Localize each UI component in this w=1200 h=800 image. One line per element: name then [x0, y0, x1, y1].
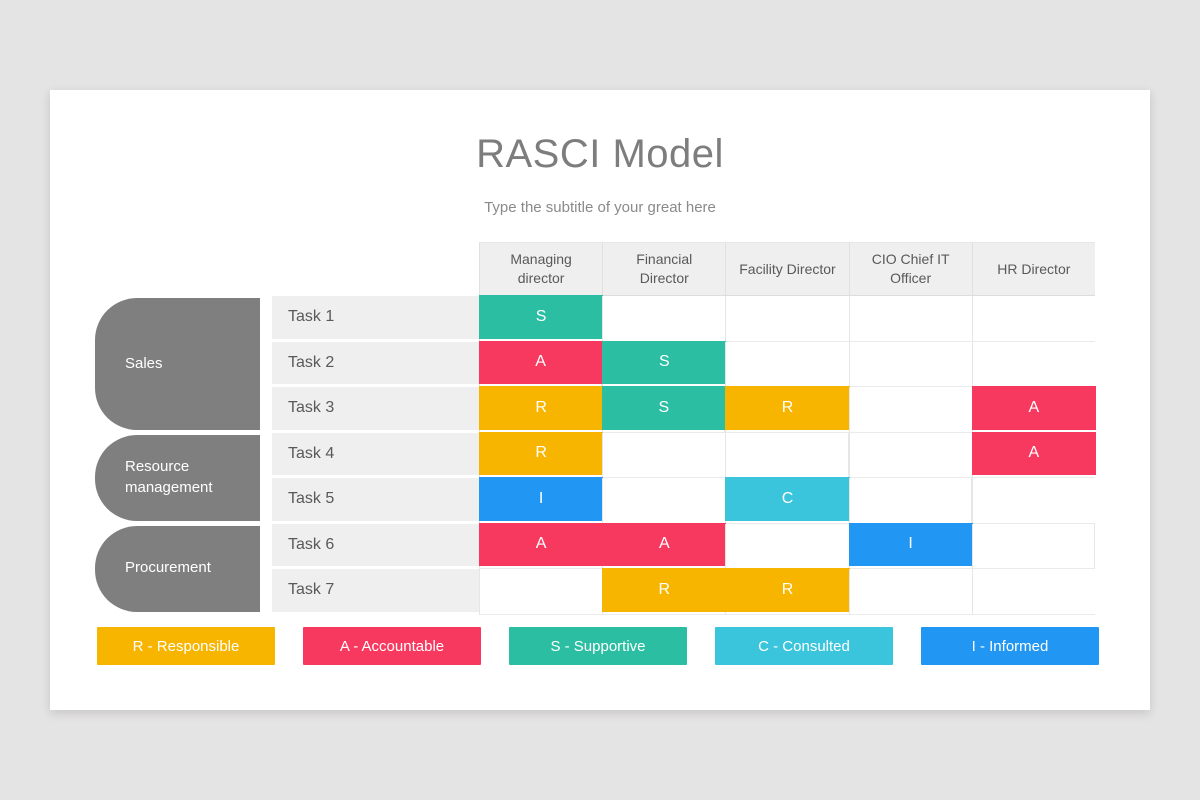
matrix-cell-r7-c1: [479, 569, 603, 615]
matrix-cell-r4-c3: [725, 432, 849, 478]
rasci-block-S: S: [479, 295, 604, 339]
group-column: Sales Resource management Procurement: [95, 296, 260, 615]
slide-canvas: RASCI Model Type the subtitle of your gr…: [50, 90, 1150, 710]
matrix-cell-r7-c4: [848, 569, 972, 615]
legend: R - Responsible A - Accountable S - Suppor…: [97, 627, 1099, 665]
rasci-block-C: C: [725, 477, 850, 521]
matrix-cell-r6-c2: A: [602, 522, 727, 569]
legend-item-I: I - Informed: [921, 627, 1099, 665]
matrix-cell-r3-c3: R: [725, 386, 850, 433]
column-header-1: Managing director: [479, 242, 603, 296]
rasci-block-A: A: [971, 431, 1096, 475]
column-header-3: Facility Director: [725, 242, 849, 296]
column-header-2: Financial Director: [602, 242, 726, 296]
page-title: RASCI Model: [476, 132, 724, 176]
matrix-cell-r3-c5: A: [971, 386, 1096, 433]
task-label-5: Task 5: [272, 478, 479, 524]
page-subtitle: Type the subtitle of your great here: [484, 199, 716, 216]
rasci-block-R: R: [725, 568, 850, 612]
matrix-cell-r5-c3: C: [725, 477, 850, 524]
matrix-cell-r4-c4: [848, 432, 972, 478]
matrix-cell-r5-c2: [602, 478, 726, 524]
rasci-block-A: A: [971, 386, 1096, 430]
matrix-cell-r1-c5: [971, 296, 1095, 342]
rasci-block-A: A: [479, 522, 604, 566]
group-label-procurement: Procurement: [95, 525, 260, 612]
task-label-1: Task 1: [272, 296, 479, 342]
legend-item-C: C - Consulted: [715, 627, 893, 665]
task-label-2: Task 2: [272, 341, 479, 387]
matrix-cell-r2-c1: A: [479, 340, 603, 387]
rasci-block-I: I: [848, 522, 973, 566]
column-header-5: HR Director: [971, 242, 1095, 296]
task-label-6: Task 6: [272, 523, 479, 569]
rasci-block-R: R: [479, 386, 604, 430]
rasci-block-S: S: [602, 340, 727, 384]
rasci-block-R: R: [725, 386, 850, 430]
rasci-block-A: A: [479, 340, 603, 384]
matrix-cell-r1-c3: [725, 296, 849, 342]
rasci-block-I: I: [479, 477, 604, 521]
matrix-cell-r2-c3: [725, 341, 849, 387]
group-label-resource-management: Resource management: [95, 434, 260, 521]
task-label-3: Task 3: [272, 387, 479, 433]
rasci-block-S: S: [602, 386, 726, 430]
matrix-cell-r2-c2: S: [602, 340, 727, 387]
legend-item-R: R - Responsible: [97, 627, 275, 665]
matrix-corner-spacer: [272, 242, 479, 296]
task-label-7: Task 7: [272, 569, 479, 615]
matrix-cell-r6-c3: [725, 523, 849, 569]
matrix-cell-r2-c4: [848, 341, 972, 387]
matrix-cell-r7-c5: [971, 569, 1095, 615]
matrix-cell-r4-c1: R: [479, 431, 604, 478]
column-header-4: CIO Chief IT Officer: [848, 242, 972, 296]
legend-item-S: S - Supportive: [509, 627, 687, 665]
matrix-cell-r6-c1: A: [479, 522, 604, 569]
rasci-block-R: R: [479, 431, 604, 475]
matrix-cell-r2-c5: [971, 341, 1095, 387]
matrix-cell-r1-c4: [848, 296, 972, 342]
matrix-cell-r3-c1: R: [479, 386, 604, 433]
matrix-cell-r1-c1: S: [479, 295, 604, 342]
matrix-cell-r3-c2: S: [602, 386, 726, 433]
matrix-cell-r5-c5: [971, 478, 1095, 524]
matrix-cell-r7-c2: R: [602, 568, 727, 615]
matrix-cell-r4-c2: [602, 432, 726, 478]
matrix-cell-r6-c4: I: [848, 522, 973, 569]
rasci-matrix: Managing director Financial Director Facil…: [272, 242, 1096, 615]
matrix-cell-r1-c2: [602, 296, 726, 342]
matrix-cell-r5-c4: [848, 478, 972, 524]
matrix-cell-r5-c1: I: [479, 477, 604, 524]
group-label-sales: Sales: [95, 298, 260, 430]
matrix-cell-r4-c5: A: [971, 431, 1096, 478]
matrix-cell-r7-c3: R: [725, 568, 850, 615]
rasci-block-A: A: [602, 522, 727, 566]
rasci-block-R: R: [602, 568, 727, 612]
matrix-cell-r3-c4: [848, 387, 972, 433]
matrix-cell-r6-c5: [971, 523, 1095, 569]
task-label-4: Task 4: [272, 432, 479, 478]
legend-item-A: A - Accountable: [303, 627, 481, 665]
